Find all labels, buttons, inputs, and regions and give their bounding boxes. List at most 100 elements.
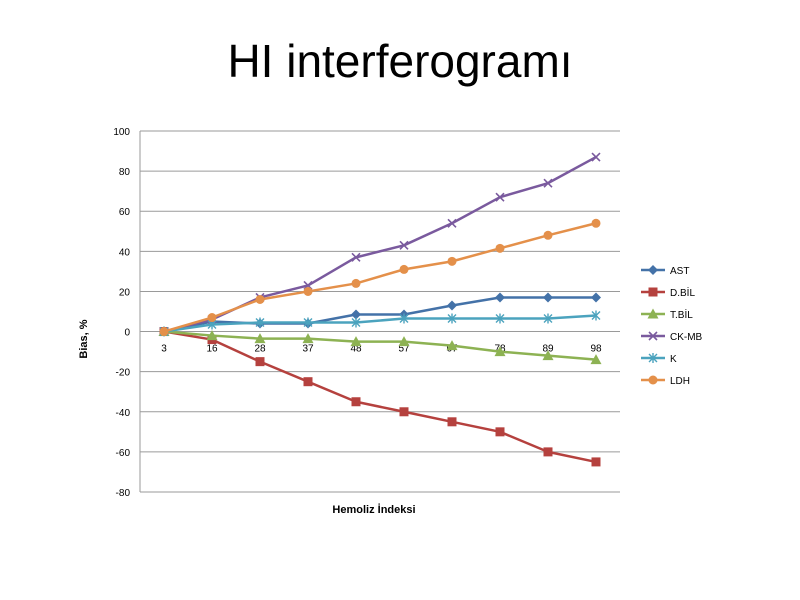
legend-item: LDH bbox=[641, 375, 690, 387]
gridlines bbox=[139, 130, 620, 493]
series-ck-mb bbox=[159, 152, 601, 337]
data-point bbox=[351, 317, 361, 328]
series-d-bi-l bbox=[159, 327, 601, 467]
data-point bbox=[255, 357, 265, 367]
data-point bbox=[648, 353, 658, 363]
data-point bbox=[159, 327, 169, 337]
series-line bbox=[163, 222, 597, 333]
x-tick-label: 28 bbox=[254, 344, 266, 355]
data-point bbox=[591, 218, 601, 228]
data-point bbox=[351, 397, 361, 407]
data-point bbox=[495, 243, 505, 253]
data-point bbox=[647, 308, 659, 319]
data-point bbox=[399, 240, 409, 250]
series-line bbox=[163, 330, 597, 361]
x-tick-label: 98 bbox=[590, 344, 602, 355]
series-t-bi-l bbox=[158, 326, 602, 365]
data-point bbox=[542, 350, 554, 361]
data-point bbox=[591, 152, 601, 162]
legend-item: D.BİL bbox=[641, 286, 695, 299]
data-point bbox=[543, 292, 553, 303]
data-point bbox=[351, 309, 361, 320]
y-tick-label: 20 bbox=[119, 287, 131, 298]
data-point bbox=[495, 192, 505, 202]
y-tick-label: -80 bbox=[116, 488, 131, 499]
data-point bbox=[591, 310, 601, 321]
series-lines bbox=[158, 152, 602, 467]
data-point bbox=[648, 265, 658, 275]
data-point bbox=[447, 417, 457, 427]
data-point bbox=[494, 346, 506, 357]
data-point bbox=[648, 331, 658, 341]
data-point bbox=[399, 407, 409, 417]
series-line bbox=[163, 314, 597, 333]
data-point bbox=[351, 278, 361, 288]
data-point bbox=[255, 294, 265, 304]
series-line bbox=[163, 296, 596, 333]
series-k bbox=[159, 310, 601, 337]
legend-item: T.BİL bbox=[641, 308, 693, 321]
data-point bbox=[447, 313, 457, 324]
series-line bbox=[163, 330, 597, 464]
data-point bbox=[495, 313, 505, 324]
data-point bbox=[543, 230, 553, 240]
data-point bbox=[303, 377, 313, 387]
data-point bbox=[254, 333, 266, 344]
legend-label: T.BİL bbox=[670, 308, 693, 321]
data-point bbox=[590, 354, 602, 365]
y-axis-title: Bias, % bbox=[78, 319, 90, 358]
y-tick-label: 40 bbox=[119, 247, 131, 258]
series-ldh bbox=[159, 218, 601, 337]
data-point bbox=[207, 313, 217, 323]
data-point bbox=[350, 336, 362, 347]
data-point bbox=[303, 286, 313, 296]
x-tick-label: 57 bbox=[398, 344, 410, 355]
y-tick-label: 0 bbox=[124, 328, 130, 339]
series-line bbox=[163, 155, 597, 333]
data-point bbox=[648, 287, 658, 297]
data-point bbox=[447, 256, 457, 266]
data-point bbox=[591, 292, 601, 303]
legend-item: K bbox=[641, 353, 677, 365]
y-tick-label: -20 bbox=[116, 368, 131, 379]
legend-label: K bbox=[670, 354, 677, 365]
y-tick-label: -40 bbox=[116, 408, 131, 419]
x-axis-title: Hemoliz İndeksi bbox=[332, 503, 415, 516]
data-point bbox=[591, 457, 601, 467]
data-point bbox=[543, 447, 553, 457]
y-tick-label: 100 bbox=[113, 127, 130, 138]
legend: AST D.BİL T.BİL CK-MB K LDH bbox=[641, 265, 703, 387]
data-point bbox=[398, 336, 410, 347]
data-point bbox=[447, 300, 457, 311]
data-point bbox=[495, 292, 505, 303]
legend-item: AST bbox=[641, 265, 689, 277]
legend-item: CK-MB bbox=[641, 331, 703, 343]
data-point bbox=[206, 330, 218, 341]
slide-title: HI interferogramı bbox=[227, 35, 573, 87]
data-point bbox=[399, 264, 409, 274]
y-tick-label: 80 bbox=[119, 167, 131, 178]
legend-label: D.BİL bbox=[670, 286, 695, 299]
x-tick-label: 48 bbox=[350, 344, 362, 355]
y-tick-label: -60 bbox=[116, 448, 131, 459]
x-tick-label: 37 bbox=[302, 344, 314, 355]
data-point bbox=[447, 218, 457, 228]
x-tick-label: 89 bbox=[542, 344, 554, 355]
data-point bbox=[543, 178, 553, 188]
legend-label: CK-MB bbox=[670, 332, 703, 343]
data-point bbox=[543, 313, 553, 324]
data-point bbox=[255, 317, 265, 328]
data-point bbox=[495, 427, 505, 437]
data-point bbox=[648, 375, 658, 385]
x-tick-labels: 3162837485767788998 bbox=[161, 344, 602, 355]
x-tick-label: 16 bbox=[206, 344, 218, 355]
data-point bbox=[351, 252, 361, 262]
data-point bbox=[446, 340, 458, 351]
y-tick-label: 60 bbox=[119, 207, 131, 218]
y-tick-labels: -80 -60 -40 -20 0 20 40 60 80 100 bbox=[113, 127, 130, 499]
data-point bbox=[399, 313, 409, 324]
data-point bbox=[302, 333, 314, 344]
legend-label: LDH bbox=[670, 376, 690, 387]
legend-label: AST bbox=[670, 266, 689, 277]
